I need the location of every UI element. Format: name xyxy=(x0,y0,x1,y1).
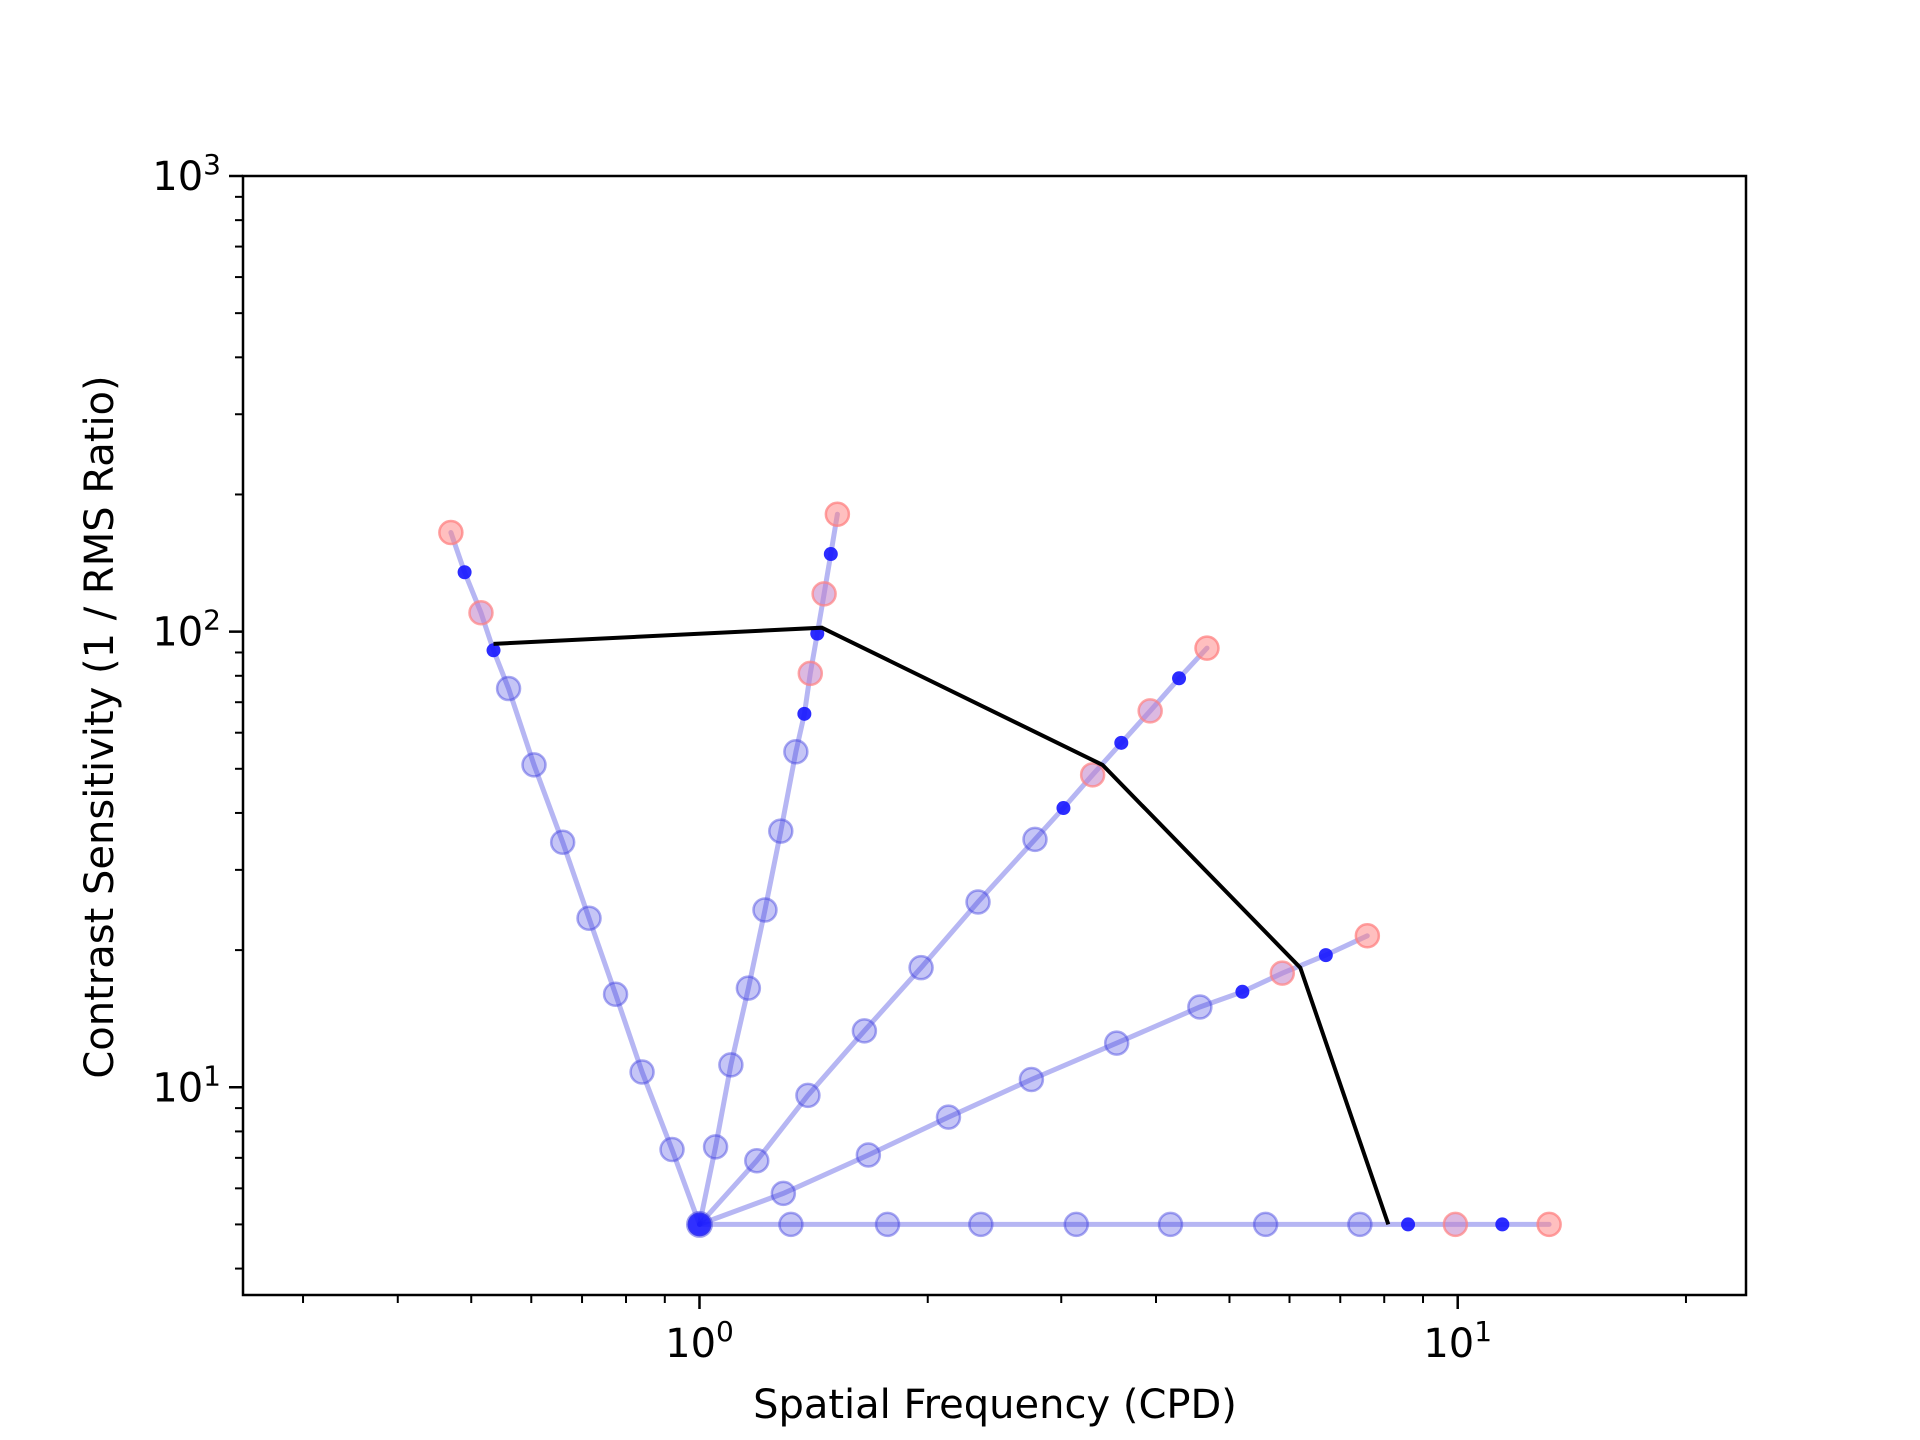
ray-line-4 xyxy=(697,933,1370,1227)
ray-5-endpoint xyxy=(1536,1211,1562,1238)
ray-1-endpoint xyxy=(438,519,464,546)
ray-5-tested-point xyxy=(1347,1211,1373,1238)
ray-5-boundary-point xyxy=(1442,1211,1469,1238)
ray-4-endpoint xyxy=(1354,923,1381,949)
ray-3-tested-point xyxy=(908,954,934,981)
ray-5-tested-point xyxy=(1063,1211,1090,1238)
ray-5-tested-point xyxy=(778,1211,804,1238)
x-axis-label: Spatial Frequency (CPD) xyxy=(753,1382,1237,1428)
x-tick-label: 101 xyxy=(1423,1315,1492,1367)
ray-1-tested-point xyxy=(576,905,602,931)
ray-1-detected-point xyxy=(486,643,501,658)
ray-5-tested-point xyxy=(1252,1211,1279,1238)
ray-4-tested-point xyxy=(1018,1066,1045,1093)
ray-1-tested-point xyxy=(659,1136,685,1163)
ray-2-endpoint xyxy=(824,501,851,527)
ray-4-tested-point xyxy=(855,1142,882,1168)
ray-3-detected-point xyxy=(1114,735,1129,750)
ray-5-tested-point xyxy=(1157,1211,1184,1238)
y-tick-label: 102 xyxy=(152,604,221,656)
axes-frame xyxy=(241,174,1748,1297)
ray-4-tested-point xyxy=(1103,1030,1130,1056)
ray-4-boundary-point xyxy=(1269,960,1296,986)
ray-1-tested-point xyxy=(602,981,629,1008)
ray-2-tested-point xyxy=(718,1052,744,1078)
ray-2-boundary-point xyxy=(797,660,824,687)
ray-3-tested-point xyxy=(795,1082,821,1109)
ray-4-detected-point xyxy=(1235,984,1250,999)
ray-1-tested-point xyxy=(629,1059,655,1085)
y-tick-label: 103 xyxy=(152,148,221,200)
ray-1-tested-point xyxy=(495,675,522,702)
ray-5-detected-point xyxy=(1495,1217,1510,1232)
ray-1-tested-point xyxy=(521,752,547,778)
ray-2-tested-point xyxy=(735,975,762,1001)
ray-3-tested-point xyxy=(1022,826,1048,853)
ray-3-endpoint xyxy=(1194,635,1220,661)
ray-2-detected-point xyxy=(823,547,838,562)
ray-2-tested-point xyxy=(783,738,809,765)
ray-2-tested-point xyxy=(702,1134,729,1160)
ray-3-tested-point xyxy=(965,889,991,915)
ray-4-tested-point xyxy=(935,1104,962,1130)
ray-3-tested-point xyxy=(851,1018,878,1044)
ray-5-tested-point xyxy=(874,1211,901,1238)
sensitivity-envelope-line xyxy=(493,625,1391,1226)
ray-1-detected-point xyxy=(457,565,472,580)
ray-3-tested-point xyxy=(744,1147,770,1174)
ray-4-tested-point xyxy=(1187,994,1213,1020)
plot-area xyxy=(438,501,1562,1238)
ray-2-tested-point xyxy=(752,897,778,923)
ray-2-boundary-point xyxy=(811,581,837,607)
ray-2-detected-point xyxy=(797,706,812,721)
ray-2-tested-point xyxy=(768,818,794,844)
ray-3-boundary-point xyxy=(1137,698,1163,724)
ray-2-detected-point xyxy=(810,626,825,641)
ray-3-boundary-point xyxy=(1079,762,1106,788)
y-tick-label: 101 xyxy=(152,1059,221,1111)
axes: 100 101 101 102 103 xyxy=(152,148,1748,1367)
x-tick-label: 100 xyxy=(665,1315,734,1367)
ray-1-tested-point xyxy=(549,829,576,855)
ray-1-boundary-point xyxy=(468,600,494,626)
ray-3-detected-point xyxy=(1056,801,1071,816)
ray-3-detected-point xyxy=(1172,671,1187,686)
ray-5-detected-point xyxy=(1401,1217,1416,1232)
ray-4-tested-point xyxy=(770,1180,797,1207)
ray-5-tested-point xyxy=(968,1211,994,1238)
origin-point xyxy=(685,1210,713,1238)
y-axis-label: Contrast Sensitivity (1 / RMS Ratio) xyxy=(77,375,123,1078)
ray-4-detected-point xyxy=(1318,948,1333,963)
